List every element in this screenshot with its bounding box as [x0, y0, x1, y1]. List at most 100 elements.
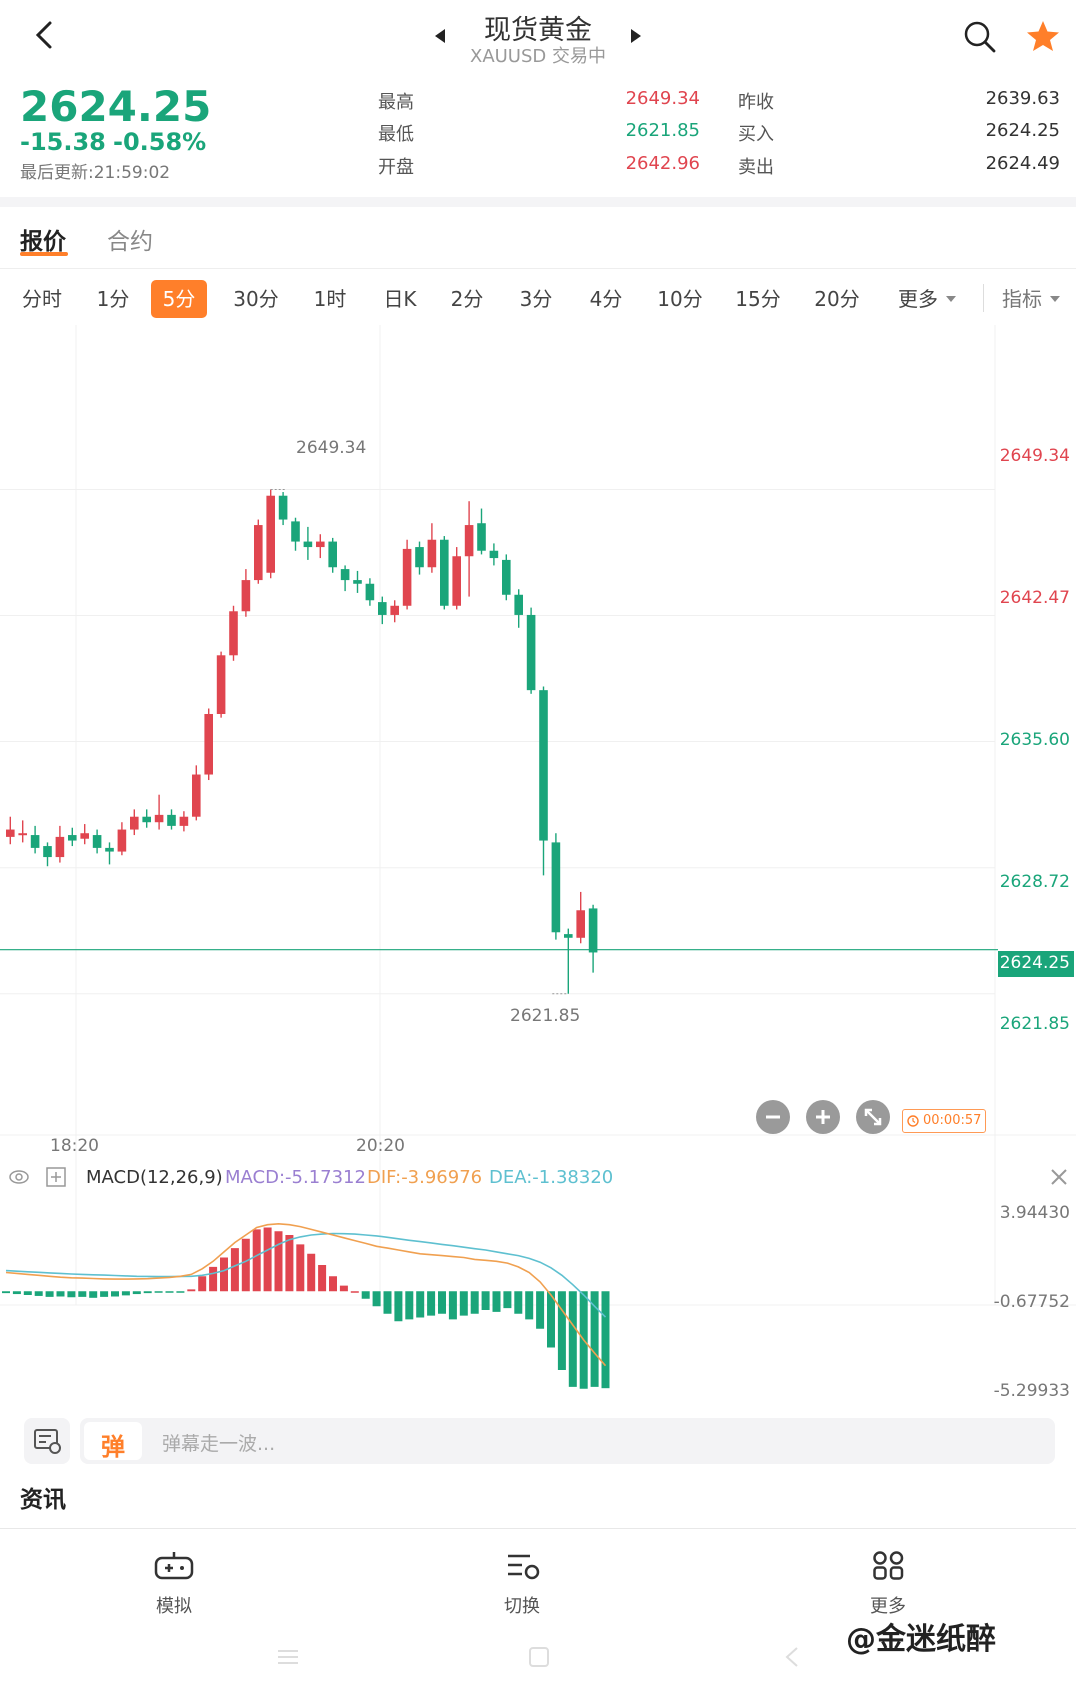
macd-histogram-bar	[67, 1291, 76, 1298]
macd-histogram-bar	[481, 1291, 490, 1310]
candle-body	[340, 569, 350, 581]
nav-simulate-label: 模拟	[156, 1596, 192, 1617]
timeframe-more[interactable]: 更多	[898, 287, 938, 311]
candle-body	[266, 495, 275, 573]
macd-histogram-bar	[56, 1291, 65, 1297]
minus-icon	[766, 1115, 780, 1119]
zoom-out-button[interactable]	[756, 1100, 790, 1134]
price-chart[interactable]	[0, 325, 1076, 1410]
timeframe-5m[interactable]: 5分	[151, 280, 207, 318]
macd-histogram-bar	[165, 1291, 174, 1293]
divider	[0, 268, 1076, 269]
candle-body	[576, 910, 585, 938]
more-dropdown-icon	[946, 296, 956, 302]
timeframe-3m[interactable]: 3分	[519, 287, 553, 311]
timeframe-30m[interactable]: 30分	[233, 287, 279, 311]
nav-switch[interactable]: 切换	[462, 1548, 582, 1618]
macd-histogram-bar	[459, 1291, 468, 1316]
danmu-input[interactable]: 弹 弹幕走一波...	[80, 1418, 1055, 1464]
timeframe-15m[interactable]: 15分	[735, 287, 781, 311]
back-icon[interactable]	[32, 20, 56, 50]
candle-body	[328, 541, 337, 568]
macd-histogram-bar	[296, 1244, 305, 1292]
macd-histogram-bar	[427, 1291, 436, 1316]
close-icon[interactable]	[1050, 1168, 1068, 1186]
macd-histogram-bar	[132, 1291, 141, 1295]
low-annotation: 2621.85	[510, 1006, 581, 1026]
system-menu-icon[interactable]	[276, 1648, 300, 1666]
candle-body	[192, 774, 201, 817]
search-icon[interactable]	[963, 20, 997, 54]
candle-body	[514, 594, 523, 615]
macd-histogram-bar	[241, 1238, 250, 1292]
macd-y-tick-label: -5.29933	[993, 1381, 1070, 1401]
timeframe-10m[interactable]: 10分	[657, 287, 703, 311]
candle-body	[92, 835, 102, 848]
candle-body	[291, 521, 300, 542]
danmu-settings-button[interactable]	[24, 1418, 70, 1464]
macd-histogram-bar	[405, 1291, 414, 1320]
countdown-value: 00:00:57	[923, 1113, 982, 1128]
watermark: @金迷纸醉	[846, 1622, 996, 1657]
candle-body	[241, 580, 251, 612]
favorite-star-icon[interactable]	[1025, 19, 1061, 53]
stat-value-low: 2621.85	[625, 120, 700, 141]
candle-body	[68, 835, 77, 841]
timeframe-daily[interactable]: 日K	[383, 287, 417, 311]
tab-quote[interactable]: 报价	[20, 229, 66, 255]
dea-value: DEA:-1.38320	[489, 1167, 614, 1188]
visibility-eye-icon[interactable]	[8, 1166, 30, 1188]
macd-histogram-bar	[372, 1291, 381, 1307]
timeframe-1m[interactable]: 1分	[96, 287, 130, 311]
macd-histogram-bar	[230, 1248, 239, 1292]
add-indicator-icon[interactable]	[46, 1167, 66, 1187]
indicator-button[interactable]: 指标	[1002, 287, 1042, 311]
macd-histogram-bar	[492, 1291, 501, 1312]
candle-body	[254, 525, 263, 581]
macd-histogram-bar	[470, 1291, 479, 1314]
candle-countdown: 00:00:57	[902, 1109, 986, 1133]
dif-line	[5, 1222, 607, 1367]
danmu-settings-icon	[34, 1429, 61, 1454]
system-back-icon[interactable]	[784, 1646, 800, 1668]
last-price: 2624.25	[20, 82, 212, 131]
timeframe-4m[interactable]: 4分	[589, 287, 623, 311]
macd-histogram-bar	[416, 1291, 425, 1318]
macd-histogram-bar	[12, 1291, 21, 1295]
candle-body	[464, 525, 474, 557]
macd-histogram-bar	[557, 1291, 566, 1370]
candle-body	[130, 816, 139, 830]
macd-histogram-bar	[448, 1291, 457, 1320]
page-title: 现货黄金	[484, 15, 592, 46]
candle-body	[502, 559, 511, 595]
nav-simulate[interactable]: 模拟	[114, 1548, 234, 1618]
candle-body	[588, 908, 598, 953]
macd-histogram-bar	[568, 1291, 577, 1387]
macd-histogram-bar	[23, 1291, 32, 1295]
candle-body	[43, 846, 52, 858]
gamepad-icon	[154, 1552, 194, 1580]
candle-body	[452, 556, 461, 606]
zoom-in-button[interactable]	[806, 1100, 840, 1134]
nav-more[interactable]: 更多	[828, 1548, 948, 1618]
macd-histogram-bar	[547, 1291, 555, 1348]
timeframe-tick[interactable]: 分时	[22, 287, 62, 311]
top-bar: 现货黄金 XAUUSD 交易中	[0, 0, 1076, 74]
macd-histogram-bar	[45, 1291, 54, 1297]
macd-histogram-bar	[514, 1291, 523, 1314]
stat-label-bid: 买入	[738, 124, 774, 145]
candle-body	[6, 829, 15, 837]
candle-body	[415, 547, 424, 568]
y-tick-label: 2635.60	[999, 730, 1070, 750]
timeframe-1h[interactable]: 1时	[313, 287, 347, 311]
timeframe-2m[interactable]: 2分	[450, 287, 484, 311]
tab-contract[interactable]: 合约	[107, 229, 153, 255]
timeframe-20m[interactable]: 20分	[814, 287, 860, 311]
next-instrument-icon[interactable]	[630, 28, 642, 44]
fullscreen-button[interactable]	[856, 1100, 890, 1134]
prev-instrument-icon[interactable]	[434, 28, 446, 44]
candle-body	[477, 523, 486, 551]
candle-body	[390, 605, 399, 615]
system-home-icon[interactable]	[528, 1646, 550, 1668]
macd-histogram-bar	[34, 1291, 43, 1296]
